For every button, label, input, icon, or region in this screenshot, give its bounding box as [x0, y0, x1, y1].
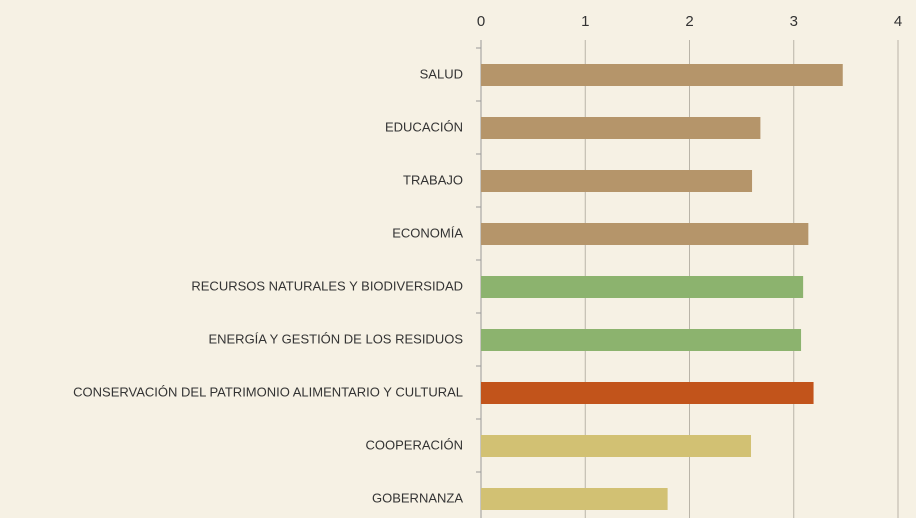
bar	[481, 382, 814, 404]
y-tick-label: GOBERNANZA	[372, 490, 463, 505]
x-tick-label: 3	[790, 13, 798, 30]
bar	[481, 435, 752, 457]
y-tick-label: SALUD	[420, 66, 463, 81]
bar	[481, 117, 761, 139]
x-tick-label: 0	[477, 13, 485, 30]
y-tick-label: RECURSOS NATURALES Y BIODIVERSIDAD	[191, 278, 463, 293]
y-tick-label: TRABAJO	[403, 172, 463, 187]
x-tick-label: 4	[894, 13, 902, 30]
y-tick-label: EDUCACIÓN	[385, 119, 463, 134]
bar	[481, 329, 802, 351]
bar	[481, 276, 804, 298]
x-tick-label: 2	[685, 13, 693, 30]
bar	[481, 64, 843, 86]
bar	[481, 223, 809, 245]
y-tick-label: CONSERVACIÓN DEL PATRIMONIO ALIMENTARIO …	[73, 384, 463, 399]
bar	[481, 488, 668, 510]
x-tick-label: 1	[581, 13, 589, 30]
bar	[481, 170, 753, 192]
y-tick-label: COOPERACIÓN	[365, 437, 463, 452]
y-tick-label: ECONOMÍA	[392, 225, 463, 240]
y-tick-label: ENERGÍA Y GESTIÓN DE LOS RESIDUOS	[208, 331, 463, 346]
